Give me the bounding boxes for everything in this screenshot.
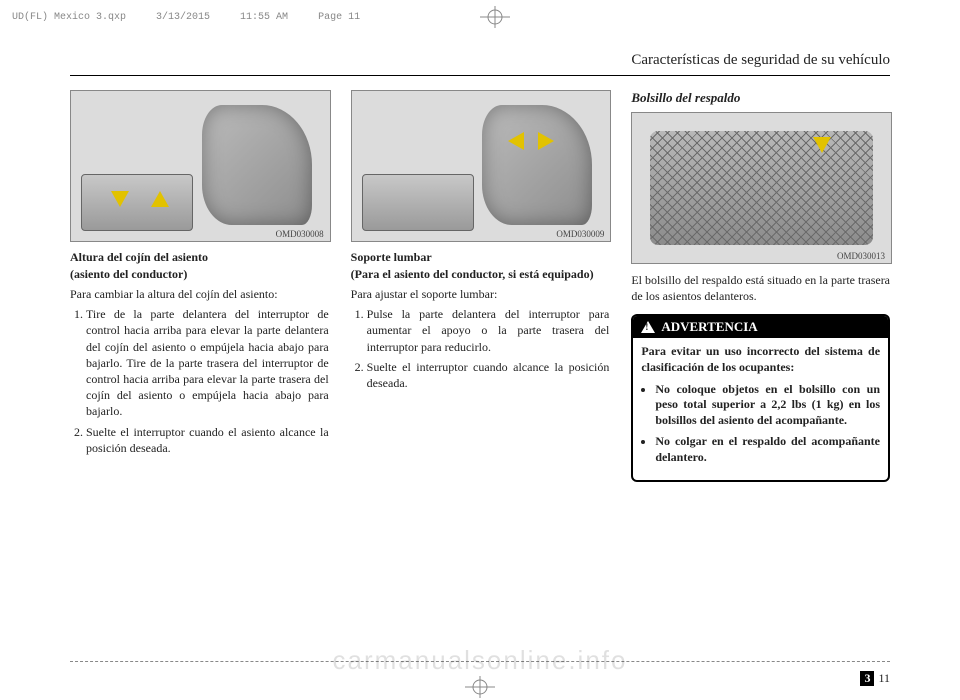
subhead-line2: (Para el asiento del conductor, si está …	[351, 267, 610, 282]
bottom-rule	[70, 661, 890, 662]
seat-illustration	[482, 105, 592, 225]
warning-intro: Para evitar un uso incorrecto del sistem…	[641, 344, 880, 375]
intro-text: Para ajustar el soporte lumbar:	[351, 286, 610, 302]
section-title: Bolsillo del respaldo	[631, 90, 890, 106]
column-3: Bolsillo del respaldo OMD030013 El bolsi…	[631, 90, 890, 482]
figure-seat-height: OMD030008	[70, 90, 331, 242]
content-columns: OMD030008 Altura del cojín del asiento (…	[0, 90, 960, 482]
step-item: Suelte el interruptor cuando el asiento …	[86, 424, 329, 456]
warning-item: No colgar en el respaldo del acompañante…	[655, 434, 880, 465]
page-number-value: 11	[878, 671, 890, 686]
step-item: Suelte el interruptor cuando alcance la …	[367, 359, 610, 391]
warning-body: Para evitar un uso incorrecto del sistem…	[633, 338, 888, 479]
column-1: OMD030008 Altura del cojín del asiento (…	[70, 90, 329, 482]
print-file: UD(FL) Mexico 3.qxp	[12, 12, 126, 23]
subhead-line2: (asiento del conductor)	[70, 267, 329, 282]
figure-seatback-pocket: OMD030013	[631, 112, 892, 264]
arrow-left-icon	[508, 132, 524, 150]
switch-panel-illustration	[81, 174, 193, 231]
warning-header: ADVERTENCIA	[633, 316, 888, 338]
warning-list: No coloque objetos en el bolsillo con un…	[641, 382, 880, 466]
title-rule	[70, 75, 890, 76]
warning-item: No coloque objetos en el bolsillo con un…	[655, 382, 880, 429]
arrow-up-icon	[151, 191, 169, 207]
figure-caption: OMD030009	[554, 229, 606, 239]
arrow-right-icon	[538, 132, 554, 150]
warning-triangle-icon	[641, 321, 655, 333]
step-item: Pulse la parte delantera del interruptor…	[367, 306, 610, 355]
crop-mark-top-icon	[480, 6, 510, 28]
print-time: 11:55 AM	[240, 12, 288, 23]
print-date: 3/13/2015	[156, 12, 210, 23]
figure-caption: OMD030013	[835, 251, 887, 261]
steps-list: Pulse la parte delantera del interruptor…	[351, 306, 610, 391]
arrow-down-icon	[111, 191, 129, 207]
steps-list: Tire de la parte delantera del interrupt…	[70, 306, 329, 456]
print-header: UD(FL) Mexico 3.qxp 3/13/2015 11:55 AM P…	[0, 0, 960, 34]
seat-illustration	[202, 105, 312, 225]
chapter-number: 3	[860, 671, 874, 686]
intro-text: Para cambiar la altura del cojín del asi…	[70, 286, 329, 302]
figure-caption: OMD030008	[274, 229, 326, 239]
manual-page: UD(FL) Mexico 3.qxp 3/13/2015 11:55 AM P…	[0, 0, 960, 700]
page-number: 3 11	[860, 671, 890, 686]
body-text: El bolsillo del respaldo está situado en…	[631, 272, 890, 304]
arrow-down-icon	[813, 137, 831, 153]
warning-box: ADVERTENCIA Para evitar un uso incorrect…	[631, 314, 890, 481]
switch-panel-illustration	[362, 174, 474, 231]
mesh-pocket-illustration	[650, 131, 873, 245]
column-2: OMD030009 Soporte lumbar (Para el asient…	[351, 90, 610, 482]
figure-lumbar: OMD030009	[351, 90, 612, 242]
crop-mark-bottom-icon	[465, 676, 495, 698]
page-title: Características de seguridad de su vehíc…	[0, 34, 960, 73]
subhead-line1: Altura del cojín del asiento	[70, 250, 329, 265]
step-item: Tire de la parte delantera del interrupt…	[86, 306, 329, 419]
print-page: Page 11	[318, 12, 360, 23]
subhead-line1: Soporte lumbar	[351, 250, 610, 265]
warning-label: ADVERTENCIA	[661, 319, 757, 335]
